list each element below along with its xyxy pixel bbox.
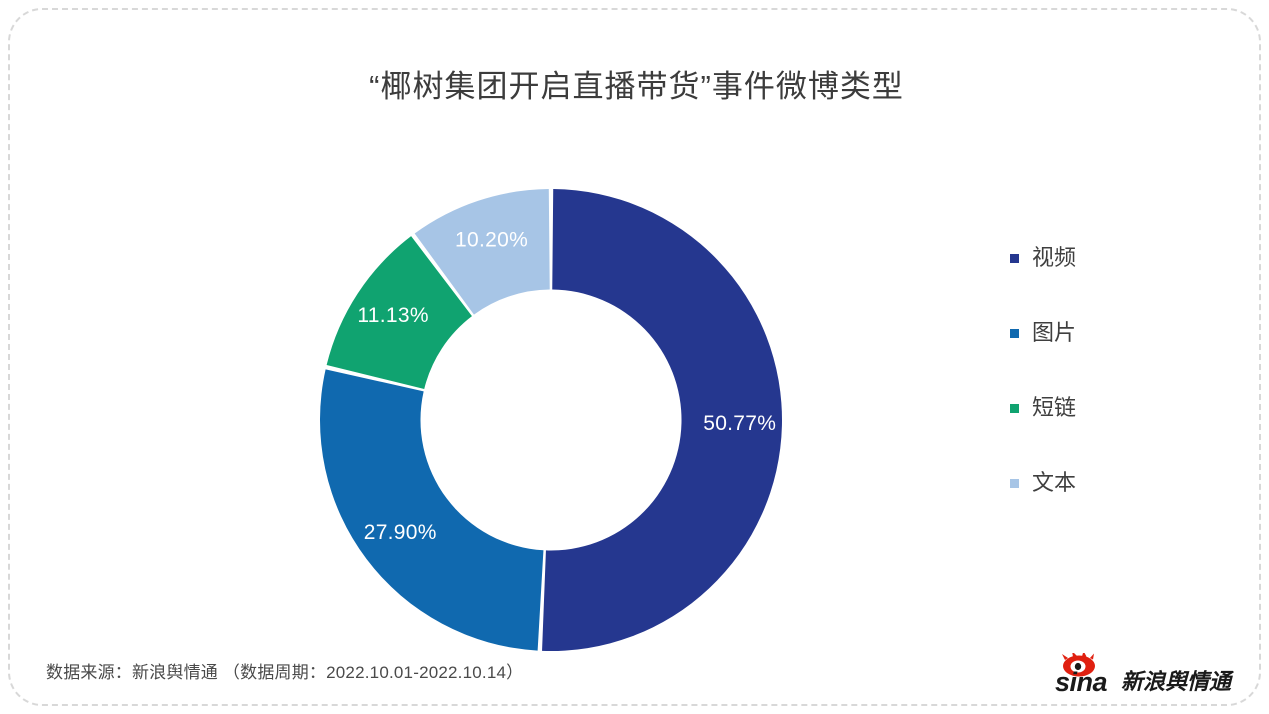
donut-slice-label: 10.20%: [455, 228, 528, 251]
legend-item-label: 文本: [1032, 470, 1077, 495]
legend-swatch-icon: [1010, 403, 1019, 413]
donut-chart-svg: 50.77% 27.90% 11.13% 10.20%: [320, 189, 782, 651]
donut-slice[interactable]: [320, 369, 544, 651]
sina-yuqingtong-logo: sina 新浪舆情通: [1045, 653, 1245, 697]
legend-item[interactable]: 文本: [1010, 467, 1200, 499]
page-title: “椰树集团开启直播带货”事件微博类型: [369, 69, 904, 104]
legend-item-label: 短链: [1032, 395, 1077, 420]
chart-legend: 视频 图片 短链 文本: [1010, 242, 1200, 499]
donut-slice[interactable]: [414, 189, 550, 315]
donut-slice[interactable]: [326, 236, 472, 389]
donut-slice-labels: 50.77% 27.90% 11.13% 10.20%: [357, 228, 776, 544]
logo-artwork: sina 新浪舆情通: [1055, 653, 1235, 697]
legend-item[interactable]: 视频: [1010, 242, 1200, 274]
donut-slice-label: 11.13%: [357, 304, 428, 327]
donut-slices: [320, 189, 782, 651]
data-source-note: 数据来源：新浪舆情通 （数据周期：2022.10.01-2022.10.14）: [46, 663, 524, 682]
legend-swatch-icon: [1010, 478, 1019, 488]
legend-item-label: 图片: [1032, 320, 1077, 345]
legend-swatch-icon: [1010, 328, 1019, 338]
donut-slice-label: 27.90%: [364, 521, 437, 544]
donut-chart: 50.77% 27.90% 11.13% 10.20%: [304, 173, 798, 667]
sina-eye-icon: [1062, 653, 1095, 677]
legend-item[interactable]: 图片: [1010, 317, 1200, 349]
legend-item[interactable]: 短链: [1010, 392, 1200, 424]
chart-card: “椰树集团开启直播带货”事件微博类型 50.77% 27.90% 11.13% 10.…: [8, 8, 1261, 706]
legend-swatch-icon: [1010, 253, 1019, 263]
logo-latin-text: sina: [1055, 667, 1108, 697]
donut-slice-label: 50.77%: [703, 412, 776, 435]
donut-slice[interactable]: [542, 189, 782, 651]
logo-cn-text: 新浪舆情通: [1121, 669, 1235, 694]
legend-item-label: 视频: [1032, 245, 1077, 270]
